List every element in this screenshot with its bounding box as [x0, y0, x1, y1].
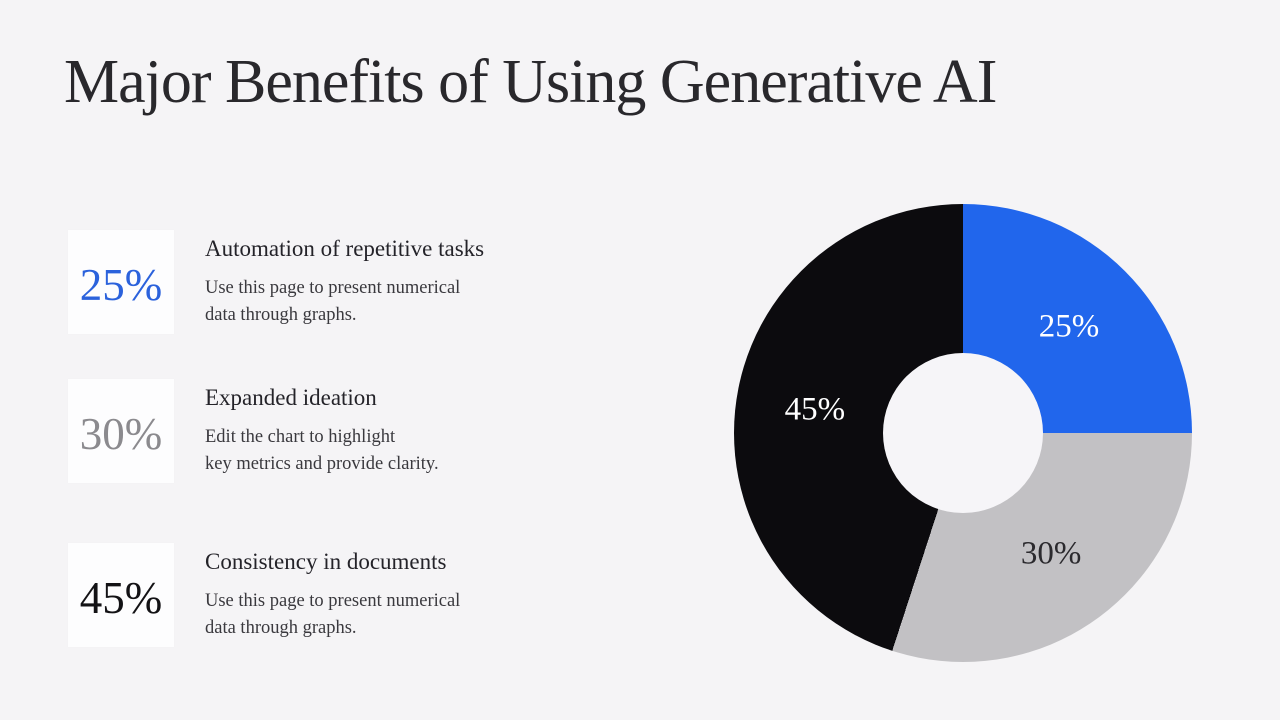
stat-description-line: data through graphs.: [205, 617, 357, 638]
stat-block-ideation: 30% Expanded ideation Edit the chart to …: [68, 379, 439, 483]
chart-slice-label: 30%: [1020, 535, 1082, 572]
stat-description-line: Use this page to present numerical: [205, 278, 461, 298]
stat-value-card: 25%: [68, 230, 174, 334]
stat-description-line: key metrics and provide clarity.: [205, 453, 439, 474]
stat-description: Edit the chart to highlight key metrics …: [205, 424, 439, 477]
slide-title: Major Benefits of Using Generative AI: [64, 48, 997, 116]
stat-value: 45%: [79, 572, 163, 623]
chart-slice-label: 45%: [784, 391, 846, 428]
stat-description: Use this page to present numerical data …: [205, 588, 460, 641]
stat-value-card: 30%: [68, 379, 174, 483]
stat-text: Automation of repetitive tasks Use this …: [205, 230, 484, 328]
stat-description-line: Use this page to present numerical: [205, 591, 461, 611]
stat-value: 30%: [79, 408, 163, 459]
stat-heading: Automation of repetitive tasks: [205, 236, 485, 261]
stat-value: 25%: [79, 259, 163, 310]
stat-text: Consistency in documents Use this page t…: [205, 543, 460, 641]
stat-description-line: Edit the chart to highlight: [205, 427, 396, 447]
stat-heading: Expanded ideation: [205, 385, 377, 410]
chart-slice-label: 25%: [1038, 308, 1100, 345]
stat-text: Expanded ideation Edit the chart to high…: [205, 379, 439, 477]
stat-description: Use this page to present numerical data …: [205, 275, 484, 328]
stat-value-card: 45%: [68, 543, 174, 647]
stat-description-line: data through graphs.: [205, 304, 357, 325]
donut-chart-area: 25% 30% 45%: [734, 204, 1192, 662]
donut-hole: [883, 353, 1043, 513]
stat-block-automation: 25% Automation of repetitive tasks Use t…: [68, 230, 484, 334]
stat-block-consistency: 45% Consistency in documents Use this pa…: [68, 543, 460, 647]
stat-heading: Consistency in documents: [205, 549, 447, 574]
